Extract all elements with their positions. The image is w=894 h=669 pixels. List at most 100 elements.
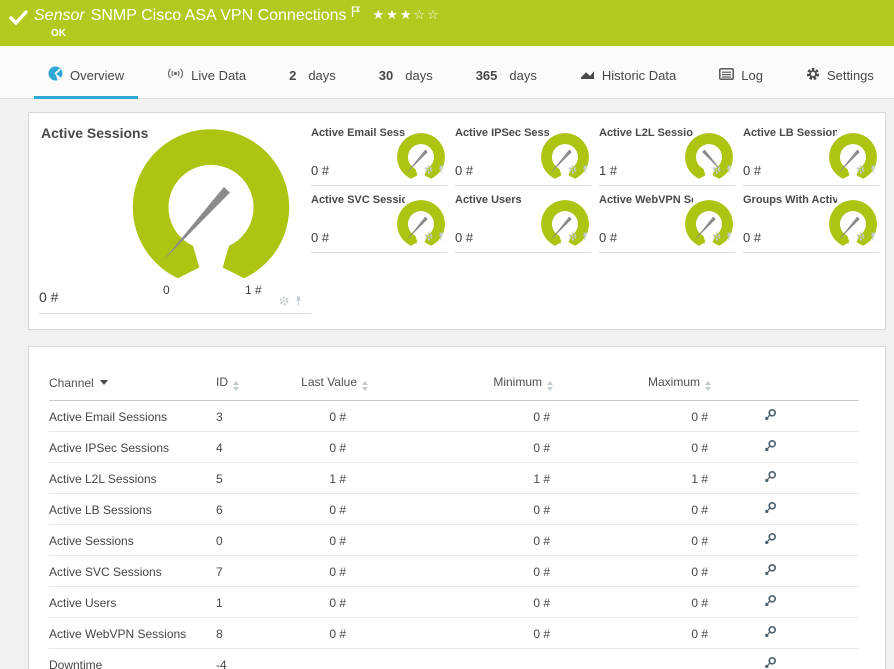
tab-historic-data-label: Historic Data <box>601 67 677 83</box>
channel-settings-icon[interactable] <box>763 625 777 642</box>
tab-365-days[interactable]: 365 days <box>462 52 551 98</box>
main-gauge-value: 0 # <box>39 289 59 305</box>
sensor-header: Sensor SNMP Cisco ASA VPN Connections ★★… <box>0 0 894 46</box>
tab-2-days-word: days <box>308 67 336 83</box>
gauge-gear-icon[interactable] <box>712 161 721 179</box>
priority-stars[interactable]: ★★★☆☆ <box>373 6 441 24</box>
tab-historic-data[interactable]: Historic Data <box>566 52 690 98</box>
channel-last-value-cell: 0 # <box>278 400 368 432</box>
gauge-scale-min: 0 <box>163 283 170 297</box>
channel-gauge[interactable] <box>395 130 447 182</box>
channel-gauge-value: 0 # <box>743 163 762 178</box>
tab-30-days-number: 30 <box>378 67 394 83</box>
channel-name-cell: Active Email Sessions <box>49 400 216 432</box>
channel-gauge-value: 0 # <box>455 163 474 178</box>
main-gauge-title: Active Sessions <box>41 125 149 141</box>
channel-settings-icon[interactable] <box>763 594 777 611</box>
tab-30-days[interactable]: 30 days <box>365 52 447 98</box>
tab-2-days-number: 2 <box>289 67 297 83</box>
gauge-pin-icon[interactable] <box>725 228 733 246</box>
gauge-gear-icon[interactable] <box>279 293 289 311</box>
tab-365-days-word: days <box>509 67 537 83</box>
channel-table-row: Active WebVPN Sessions 8 0 # 0 # 0 # <box>49 617 859 649</box>
channel-gauge-cell[interactable]: Groups With Active Us… 0 # <box>743 193 879 253</box>
channel-gauge-cell[interactable]: Active Users 0 # <box>455 193 591 253</box>
channel-settings-icon[interactable] <box>763 501 777 518</box>
channel-last-value-cell: 0 # <box>278 586 368 618</box>
channel-name-cell: Active L2L Sessions <box>49 462 216 494</box>
channel-settings-icon[interactable] <box>763 439 777 456</box>
stars-filled[interactable]: ★★★ <box>372 7 414 22</box>
column-header-last-value[interactable]: Last Value <box>278 363 368 401</box>
tab-2-days[interactable]: 2 days <box>275 52 350 98</box>
tab-log[interactable]: Log <box>705 52 777 98</box>
channel-id-cell: 8 <box>216 617 278 649</box>
channel-gauge-cell[interactable]: Active IPSec Sessions 0 # <box>455 126 591 186</box>
column-header-maximum[interactable]: Maximum <box>553 363 711 401</box>
channel-gauge[interactable] <box>827 130 879 182</box>
gauge-gear-icon[interactable] <box>568 161 577 179</box>
channel-gauge-cell[interactable]: Active LB Sessions 0 # <box>743 126 879 186</box>
gauge-pin-icon[interactable] <box>581 161 589 179</box>
channel-name-cell: Active WebVPN Sessions <box>49 617 216 649</box>
sort-icon <box>362 381 368 391</box>
channel-id-cell: 5 <box>216 462 278 494</box>
gauge-pin-icon[interactable] <box>725 161 733 179</box>
channel-gauge-title: Active WebVPN Sessio… <box>599 194 693 206</box>
tab-settings[interactable]: Settings <box>792 52 888 98</box>
channel-gauge[interactable] <box>539 130 591 182</box>
channel-gauge[interactable] <box>539 197 591 249</box>
channel-gauge-cell[interactable]: Active WebVPN Sessio… 0 # <box>599 193 735 253</box>
gauge-pin-icon[interactable] <box>581 228 589 246</box>
channel-name-cell: Active Users <box>49 586 216 618</box>
channel-maximum-cell: 0 # <box>553 524 711 556</box>
channel-gauge[interactable] <box>395 197 447 249</box>
main-gauge[interactable] <box>126 119 296 289</box>
gauge-pin-icon[interactable] <box>869 161 877 179</box>
sensor-kind-label: Sensor <box>34 7 85 24</box>
channel-settings-icon[interactable] <box>763 656 777 669</box>
gauge-gear-icon[interactable] <box>568 228 577 246</box>
gauge-pin-icon[interactable] <box>869 228 877 246</box>
channel-last-value-cell <box>278 648 368 669</box>
channel-gauge-title: Active IPSec Sessions <box>455 127 549 139</box>
channel-minimum-cell: 0 # <box>368 617 553 649</box>
stars-empty[interactable]: ☆☆ <box>413 7 441 22</box>
channel-settings-icon[interactable] <box>763 470 777 487</box>
tab-overview[interactable]: Overview <box>34 52 139 99</box>
channel-gauge[interactable] <box>683 197 735 249</box>
channel-gauge[interactable] <box>683 130 735 182</box>
gauge-gear-icon[interactable] <box>856 161 865 179</box>
channel-gauge-value: 0 # <box>599 230 618 245</box>
tab-365-days-number: 365 <box>475 67 498 83</box>
channel-settings-icon[interactable] <box>763 563 777 580</box>
channel-gauge-cell[interactable]: Active Email Sessions 0 # <box>311 126 447 186</box>
channel-settings-icon[interactable] <box>763 408 777 425</box>
small-gauges-grid: Active Email Sessions 0 # A <box>311 126 879 253</box>
channel-gauge[interactable] <box>827 197 879 249</box>
channel-minimum-cell: 0 # <box>368 524 553 556</box>
channel-settings-icon[interactable] <box>763 532 777 549</box>
gauge-gear-icon[interactable] <box>712 228 721 246</box>
channel-maximum-cell: 0 # <box>553 431 711 463</box>
channel-gauge-cell[interactable]: Active SVC Sessions 0 # <box>311 193 447 253</box>
column-header-minimum[interactable]: Minimum <box>368 363 553 401</box>
gauge-pin-icon[interactable] <box>437 228 445 246</box>
channels-table: Channel ID Last Value Minimum Maximum <box>49 363 859 669</box>
gauge-gear-icon[interactable] <box>424 228 433 246</box>
channel-maximum-cell <box>553 648 711 669</box>
channel-minimum-cell: 0 # <box>368 431 553 463</box>
column-header-channel[interactable]: Channel <box>49 363 216 401</box>
channel-last-value-cell: 0 # <box>278 555 368 587</box>
channel-gauge-cell[interactable]: Active L2L Sessions 1 # <box>599 126 735 186</box>
gauge-pin-icon[interactable] <box>437 161 445 179</box>
channel-table-row: Active IPSec Sessions 4 0 # 0 # 0 # <box>49 431 859 463</box>
tab-live-data[interactable]: Live Data <box>153 52 260 98</box>
channel-maximum-cell: 0 # <box>553 555 711 587</box>
gauge-gear-icon[interactable] <box>856 228 865 246</box>
gauge-gear-icon[interactable] <box>424 161 433 179</box>
divider <box>39 313 311 314</box>
column-header-id[interactable]: ID <box>216 363 278 401</box>
channel-maximum-cell: 0 # <box>553 586 711 618</box>
gauge-pin-icon[interactable] <box>294 293 303 311</box>
